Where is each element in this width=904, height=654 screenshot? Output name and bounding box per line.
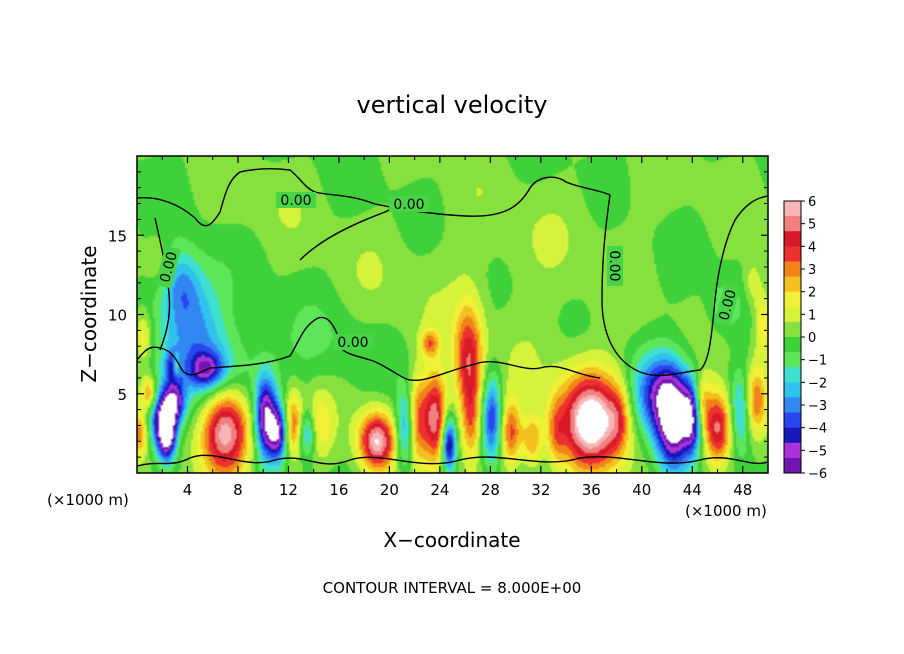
x-unit-right: (×1000 m) bbox=[685, 502, 767, 520]
colorbar-swatch bbox=[784, 216, 801, 232]
colorbar-swatch bbox=[784, 442, 801, 459]
colorbar-tick-label: 3 bbox=[808, 263, 816, 278]
y-tick-label: 15 bbox=[108, 227, 127, 245]
x-unit-left: (×1000 m) bbox=[47, 491, 129, 509]
x-tick-label: 44 bbox=[683, 481, 702, 499]
contour-label: 0.00 bbox=[280, 193, 311, 209]
x-tick-label: 36 bbox=[582, 481, 601, 499]
x-tick-label: 4 bbox=[183, 481, 193, 499]
colorbar-tick-label: 2 bbox=[808, 286, 816, 301]
y-tick-label: 10 bbox=[108, 307, 127, 325]
colorbar-swatch bbox=[784, 397, 801, 414]
colorbar-swatch bbox=[784, 246, 801, 262]
x-axis: 4 8 12 16 20 24 28 32 36 40 44 48 bbox=[161, 156, 752, 499]
colorbar-tick-label: −6 bbox=[808, 467, 827, 482]
colorbar-tick-label: −3 bbox=[808, 399, 827, 414]
contour-label: 0.00 bbox=[393, 197, 424, 213]
contour-label: 0.00 bbox=[157, 250, 181, 284]
contour-interval-footer: CONTOUR INTERVAL = 8.000E+00 bbox=[323, 579, 582, 597]
colorbar-tick-label: 0 bbox=[808, 331, 816, 346]
y-tick-label: 5 bbox=[117, 386, 127, 404]
colorbar-swatch bbox=[784, 276, 801, 293]
colorbar-tick-label: −1 bbox=[808, 354, 827, 369]
colorbar-tick-label: −4 bbox=[808, 422, 827, 437]
y-axis: 5 10 15 bbox=[108, 171, 768, 458]
colorbar-tick-label: −2 bbox=[808, 376, 827, 391]
x-tick-label: 20 bbox=[380, 481, 399, 499]
colorbar-swatch bbox=[784, 412, 801, 429]
x-tick-label: 12 bbox=[279, 481, 298, 499]
colorbar-swatch bbox=[784, 261, 801, 278]
field-layer bbox=[137, 156, 768, 473]
x-tick-label: 32 bbox=[531, 481, 550, 499]
contour-line-bottom bbox=[137, 454, 768, 467]
contour-labels: 0.00 0.00 0.00 0.00 0.00 0.00 bbox=[155, 192, 741, 351]
x-tick-label: 48 bbox=[733, 481, 752, 499]
x-tick-label: 24 bbox=[430, 481, 449, 499]
colorbar-swatch bbox=[784, 306, 801, 323]
colorbar-tick-label: −5 bbox=[808, 444, 827, 459]
colorbar-swatch bbox=[784, 291, 801, 308]
x-tick-label: 40 bbox=[632, 481, 651, 499]
contour-label: 0.00 bbox=[716, 288, 740, 322]
contour-line-right bbox=[601, 194, 768, 377]
x-tick-label: 28 bbox=[481, 481, 500, 499]
colorbar-tick-label: 5 bbox=[808, 218, 816, 233]
contour-line-lower bbox=[137, 316, 601, 382]
velocity-field-image bbox=[137, 156, 768, 473]
x-axis-label: X−coordinate bbox=[383, 528, 520, 552]
colorbar-tick-label: 1 bbox=[808, 308, 816, 323]
y-axis-label: Z−coordinate bbox=[77, 245, 101, 382]
colorbar-swatch bbox=[784, 337, 801, 353]
colorbar-tick-label: 4 bbox=[808, 240, 816, 255]
chart-title: vertical velocity bbox=[357, 91, 548, 119]
x-tick-label: 8 bbox=[233, 481, 243, 499]
colorbar: 6 5 4 3 2 1 0 −1 −2 −3 −4 −5 −6 bbox=[783, 195, 827, 482]
x-tick-label: 16 bbox=[329, 481, 348, 499]
colorbar-swatch bbox=[784, 201, 801, 217]
colorbar-swatch bbox=[784, 231, 801, 247]
contour-label: 0.00 bbox=[606, 250, 622, 281]
colorbar-swatch bbox=[784, 427, 801, 444]
colorbar-swatch bbox=[784, 367, 801, 383]
colorbar-swatch bbox=[784, 352, 801, 368]
contour-label: 0.00 bbox=[337, 335, 368, 351]
colorbar-swatch bbox=[784, 457, 801, 474]
colorbar-swatch bbox=[784, 321, 801, 338]
colorbar-swatch bbox=[784, 382, 801, 398]
colorbar-tick-label: 6 bbox=[808, 195, 816, 210]
